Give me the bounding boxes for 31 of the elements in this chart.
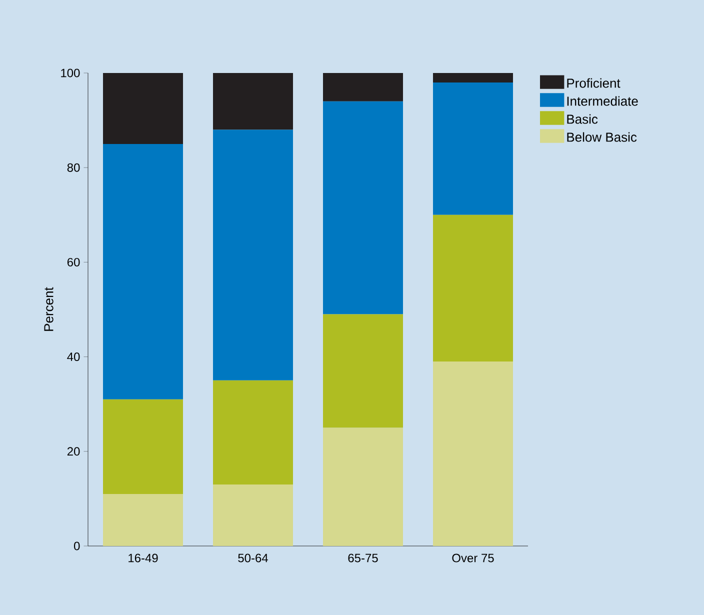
bar — [323, 101, 403, 314]
y-tick-label: 80 — [67, 163, 80, 172]
bar — [213, 380, 293, 484]
x-tick-label: Over 75 — [452, 554, 494, 562]
legend-label: Proficient — [567, 78, 620, 88]
bar — [433, 82, 513, 215]
bar — [323, 314, 403, 428]
bar — [323, 428, 403, 546]
bar — [213, 484, 293, 546]
legend-label: Below Basic — [567, 132, 637, 142]
bar — [433, 362, 513, 546]
y-tick-label: 40 — [67, 352, 80, 362]
bar — [103, 399, 184, 494]
bar — [213, 130, 293, 380]
bar — [103, 144, 184, 400]
y-tick-label: 20 — [67, 447, 80, 456]
x-tick-label: 16-49 — [128, 554, 158, 562]
legend-label: Basic — [567, 114, 598, 124]
bar — [103, 72, 184, 144]
y-tick-label: 100 — [61, 68, 80, 78]
bar — [103, 494, 184, 546]
legend-label: Intermediate — [567, 96, 638, 106]
y-tick-label: 60 — [67, 258, 80, 266]
y-tick-label: 0 — [74, 542, 80, 550]
x-tick-label: 65-75 — [348, 554, 378, 562]
bar — [213, 72, 293, 130]
bar — [323, 72, 403, 102]
bar — [433, 214, 513, 362]
y-axis-title: Percent — [44, 287, 54, 331]
bar — [433, 72, 513, 82]
x-tick-label: 50-64 — [238, 554, 268, 562]
